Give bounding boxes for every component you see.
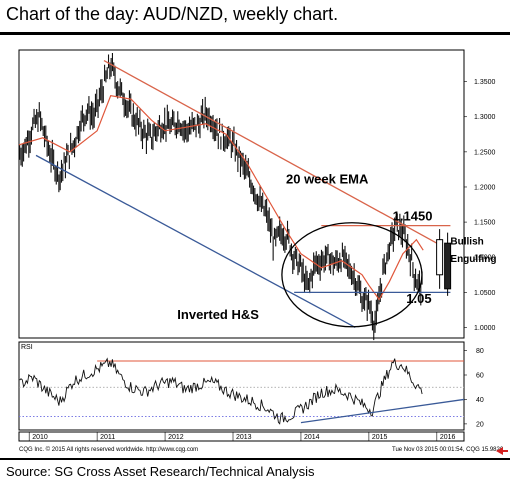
- chart-copyright: CQG Inc. © 2015 All rights reserved worl…: [19, 446, 198, 453]
- rsi-tick-label: 20: [476, 421, 484, 428]
- footer-rule: [0, 458, 510, 460]
- rsi-tick-label: 80: [476, 348, 484, 355]
- trendline: [103, 59, 438, 244]
- engulfing-candle-1: [436, 239, 444, 276]
- rsi-tick-label: 60: [476, 373, 484, 380]
- ema-label: 20 week EMA: [286, 171, 369, 186]
- candle-label: Bullish: [450, 237, 483, 248]
- price-tick-label: 1.0000: [474, 325, 496, 332]
- rsi-label: RSI: [21, 344, 33, 351]
- price-tick-label: 1.2000: [474, 184, 496, 191]
- chart-timestamp: Tue Nov 03 2015 00:01:54, CQG 15.9826: [392, 447, 504, 453]
- time-tick-label: 2015: [372, 434, 388, 441]
- rsi-tick-label: 40: [476, 397, 484, 404]
- trendline: [35, 154, 356, 329]
- price-tick-label: 1.1000: [474, 255, 496, 262]
- time-axis-frame: [18, 431, 465, 442]
- rsi-panel-frame: [18, 341, 465, 431]
- price-tick-label: 1.1500: [474, 220, 496, 227]
- pattern-label: Inverted H&S: [177, 307, 259, 322]
- time-tick-label: 2014: [304, 434, 320, 441]
- rsi-line: [19, 357, 423, 425]
- price-panel-frame: [18, 49, 465, 339]
- time-tick-label: 2011: [100, 434, 115, 441]
- time-tick-label: 2013: [236, 434, 252, 441]
- price-tick-label: 1.3000: [474, 114, 496, 121]
- resistance-label: 1.1450: [393, 209, 433, 224]
- price-tick-label: 1.2500: [474, 149, 496, 156]
- ema-line: [18, 95, 424, 301]
- engulfing-candle-2: [444, 242, 452, 290]
- support-label: 1.05: [406, 291, 431, 306]
- title-rule: [0, 32, 510, 35]
- time-tick-label: 2010: [32, 434, 48, 441]
- rsi-trendline: [300, 398, 465, 424]
- source-note: Source: SG Cross Asset Research/Technica…: [6, 464, 315, 479]
- price-tick-label: 1.3500: [474, 79, 496, 86]
- page-title: Chart of the day: AUD/NZD, weekly chart.: [6, 4, 339, 24]
- time-tick-label: 2012: [168, 434, 184, 441]
- price-tick-label: 1.0500: [474, 290, 496, 297]
- time-tick-label: 2016: [440, 434, 456, 441]
- pattern-ellipse: [281, 222, 423, 328]
- arrow-left-icon: [496, 447, 508, 455]
- candle-label: Engulfing: [450, 254, 496, 265]
